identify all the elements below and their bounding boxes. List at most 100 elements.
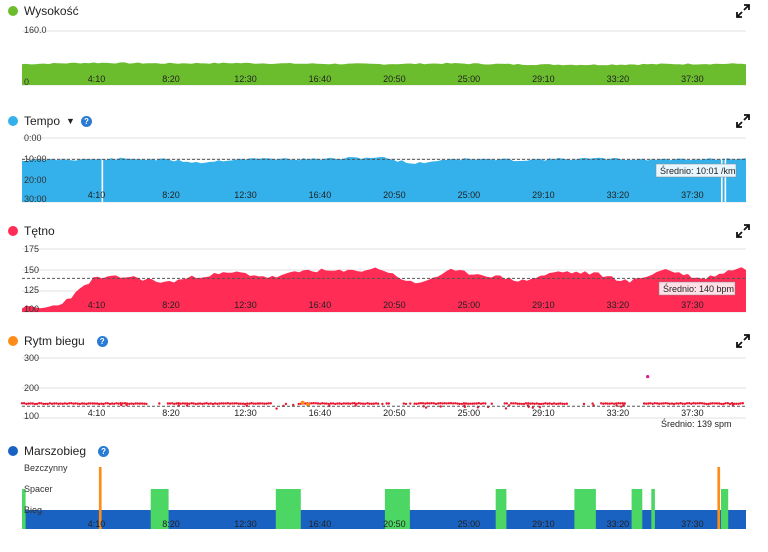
cadence-point [417, 402, 421, 405]
cadence-point [312, 402, 315, 405]
cadence-point [188, 402, 191, 405]
cadence-point [57, 402, 60, 405]
cadence-point [728, 402, 732, 406]
cadence-point [321, 402, 324, 405]
x-tick-label: 20:50 [383, 74, 406, 84]
cadence-point [404, 402, 408, 406]
cadence-point [252, 402, 255, 405]
cadence-point [22, 402, 26, 405]
cadence-point [329, 402, 333, 405]
x-tick-label: 20:50 [383, 300, 406, 310]
expand-arrows-icon[interactable] [736, 114, 750, 128]
cadence-point [196, 402, 200, 405]
altitude-chart: 160.0 0 4:10 8:20 12:30 16:40 20:50 25:00 29:10 3… [22, 25, 746, 87]
cadence-point [385, 402, 388, 405]
cadence-point [703, 402, 706, 405]
cadence-point [565, 402, 569, 405]
cadence-point [464, 402, 468, 405]
y-tick-label: 300 [24, 353, 39, 363]
cadence-point [437, 402, 440, 405]
cadence-point [677, 402, 680, 405]
cadence-point [323, 402, 326, 405]
cadence-point [213, 402, 217, 405]
x-tick-label: 29:10 [532, 408, 555, 418]
cadence-point [194, 402, 197, 406]
cadence-point [224, 402, 227, 405]
hr-title: Tętno [24, 224, 55, 238]
x-tick-label: 4:10 [88, 519, 106, 529]
expand-arrows-icon[interactable] [736, 334, 750, 348]
cadence-point [171, 402, 174, 405]
cadence-point [447, 402, 451, 405]
cadence-point [108, 402, 112, 406]
cadence-point [619, 402, 622, 405]
altitude-panel: Wysokość 160.0 0 4:10 8:20 12:30 16:40 20:50 25… [0, 2, 768, 92]
cadence-point [248, 402, 251, 405]
cadence-point [683, 402, 687, 405]
cadence-point [372, 402, 375, 405]
cadence-point [454, 402, 457, 405]
gait-title: Marszobieg [24, 444, 87, 458]
cadence-title: Rytm biegu [24, 334, 85, 348]
cadence-point [531, 402, 534, 405]
cadence-point [424, 406, 428, 409]
pace-title[interactable]: Tempo [24, 114, 61, 128]
cadence-point [65, 402, 69, 405]
cadence-point [203, 402, 206, 405]
gait-header: Marszobieg ? [8, 442, 110, 460]
cadence-point [445, 402, 448, 405]
x-tick-label: 8:20 [162, 300, 180, 310]
cadence-point [660, 402, 663, 405]
caret-down-icon[interactable]: ▼ [66, 116, 75, 126]
x-tick-label: 20:50 [383, 408, 406, 418]
cadence-point [292, 403, 295, 407]
cadence-point [72, 402, 75, 405]
cadence-point [250, 402, 253, 405]
cadence-point [692, 402, 695, 405]
y-tick-label: 125 [24, 285, 39, 295]
cadence-point [275, 407, 278, 410]
help-circle-icon[interactable]: ? [80, 115, 92, 127]
expand-arrows-icon[interactable] [736, 224, 750, 238]
cadence-point [237, 402, 240, 405]
cadence-point [222, 402, 225, 405]
cadence-point [456, 402, 459, 405]
cadence-point [670, 402, 674, 405]
cadence-point [340, 402, 343, 406]
cadence-point [128, 402, 131, 406]
cadence-point [95, 402, 99, 405]
cadence-point [520, 402, 523, 406]
cadence-point [713, 402, 717, 405]
cadence-point [63, 402, 67, 405]
cadence-point [138, 402, 142, 405]
help-circle-icon[interactable]: ? [96, 335, 108, 347]
cadence-point [514, 402, 517, 405]
cadence-point [357, 402, 360, 405]
expand-arrows-icon[interactable] [736, 4, 750, 18]
cadence-point [173, 402, 176, 406]
cadence-point [615, 402, 618, 405]
cadence-point [471, 402, 474, 405]
help-circle-icon[interactable]: ? [98, 445, 110, 457]
cadence-point [490, 402, 493, 405]
cadence-point [228, 402, 232, 405]
cadence-point [192, 402, 195, 405]
cadence-point [477, 402, 481, 405]
cadence-point [145, 402, 148, 406]
hr-chart: 175 150 125 100 4:10 8:20 12:30 16:40 20:50 25:00… [22, 244, 746, 314]
x-tick-label: 4:10 [88, 300, 106, 310]
x-tick-label: 25:00 [458, 300, 481, 310]
cadence-point [645, 402, 648, 405]
hr-header: Tętno [8, 222, 55, 240]
cadence-point [284, 402, 288, 406]
cadence-point [143, 402, 146, 405]
cadence-point [533, 402, 536, 405]
x-tick-label: 20:50 [383, 190, 406, 200]
cadence-point [424, 402, 427, 405]
cadence-point [460, 402, 463, 406]
cadence-point [325, 402, 328, 405]
cadence-point [370, 402, 373, 405]
cadence-point [664, 402, 667, 405]
cadence-point [672, 402, 676, 406]
x-tick-label: 16:40 [309, 74, 332, 84]
